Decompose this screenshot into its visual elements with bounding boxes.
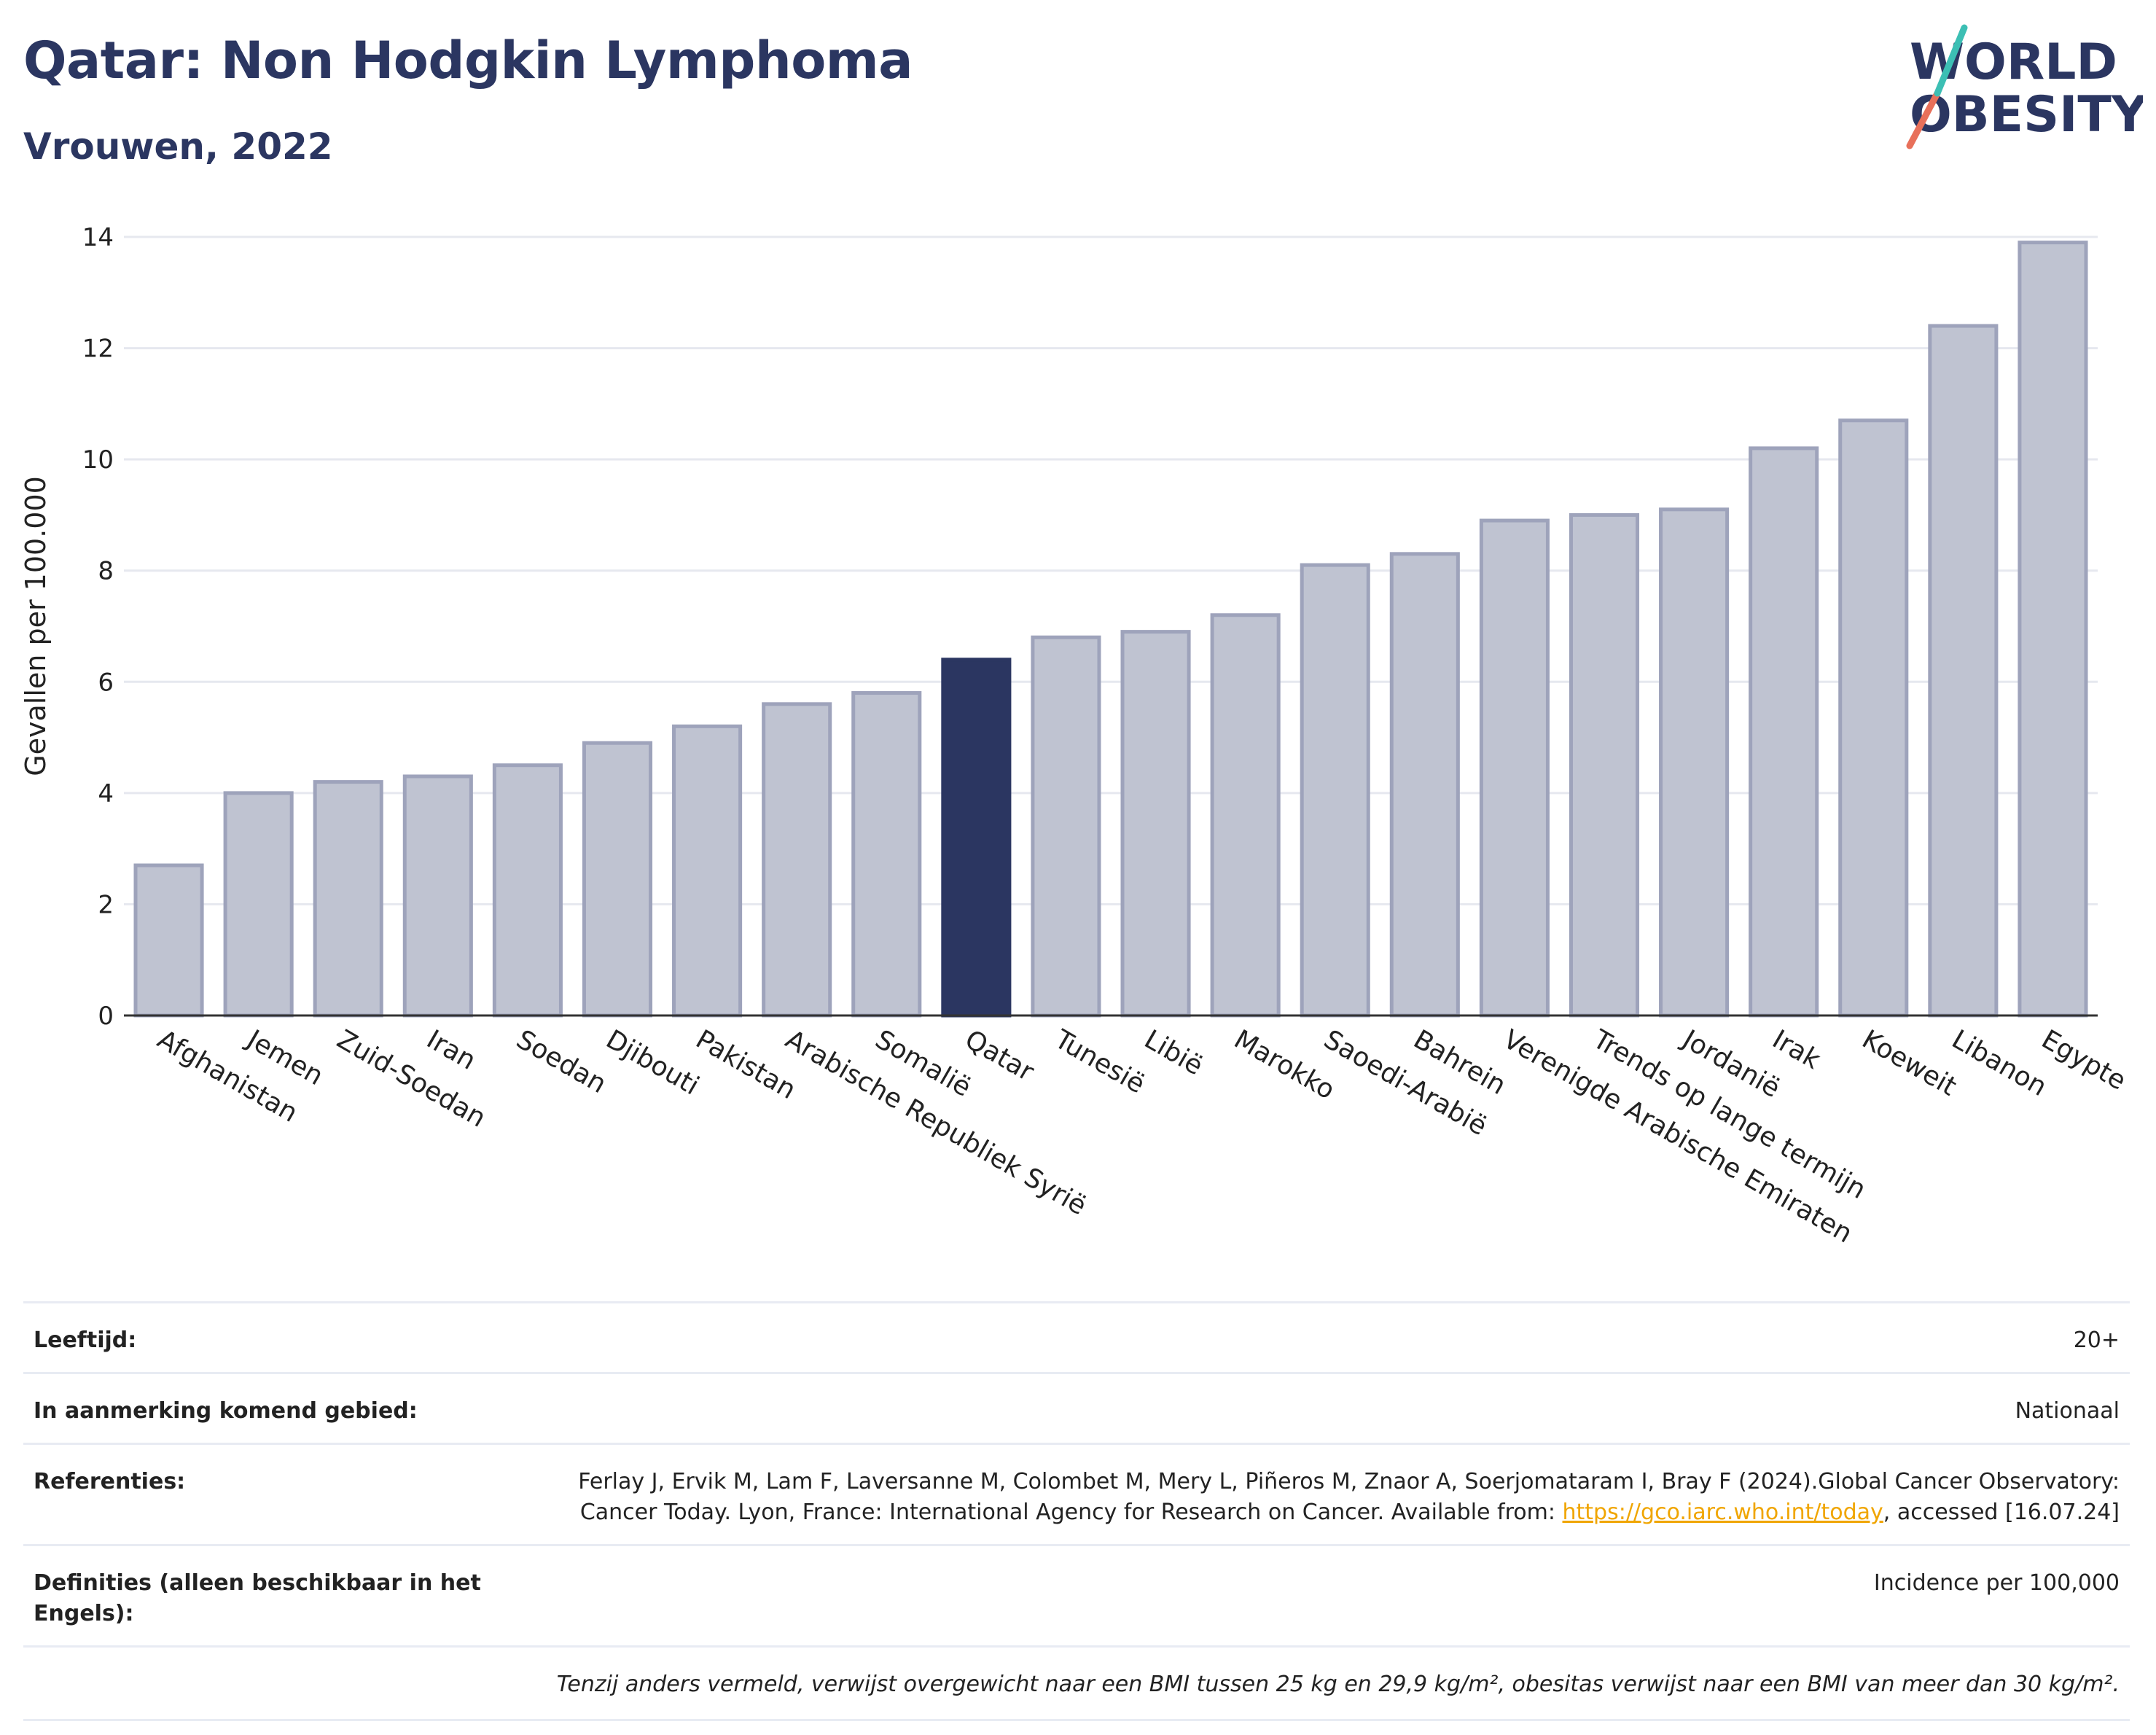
bar-koeweit	[1838, 418, 1909, 1018]
bars	[133, 241, 2088, 1018]
bar-saoedi-arabi-	[1300, 563, 1370, 1018]
y-tick-label: 4	[98, 779, 114, 808]
meta-key: Definities (alleen beschikbaar in het En…	[34, 1570, 481, 1626]
y-tick-label: 12	[82, 335, 114, 364]
y-tick-label: 8	[98, 557, 114, 586]
x-tick-label: Zuid-Soedan	[332, 1024, 491, 1134]
page-subtitle: Vrouwen, 2022	[23, 125, 333, 168]
y-tick-label: 0	[98, 1002, 114, 1031]
bar-afghanistan	[133, 863, 204, 1018]
x-tick-label: Koeweit	[1857, 1024, 1961, 1102]
bar-arabische-republiek-syri-	[762, 702, 832, 1018]
bar-qatar	[941, 658, 1012, 1018]
meta-key: Leeftijd:	[34, 1327, 137, 1353]
bar-tunesi-	[1031, 635, 1101, 1018]
bar-libi-	[1120, 630, 1191, 1018]
x-tick-label: Pakistan	[691, 1024, 801, 1105]
x-tick-label: Djibouti	[601, 1024, 704, 1101]
x-tick-label: Soedan	[511, 1024, 611, 1099]
bar-djibouti	[582, 741, 653, 1018]
y-tick-label: 14	[82, 223, 114, 252]
page-title: Qatar: Non Hodgkin Lymphoma	[23, 31, 913, 90]
y-tick-label: 6	[98, 668, 114, 697]
meta-value: Incidence per 100,000	[1873, 1570, 2120, 1596]
bar-marokko	[1210, 613, 1281, 1018]
meta-key: Referenties:	[34, 1469, 186, 1494]
footnote: Tenzij anders vermeld, verwijst overgewi…	[23, 1645, 2130, 1721]
meta-row-references: Referenties: Ferlay J, Ervik M, Lam F, L…	[23, 1443, 2130, 1544]
bar-iran	[402, 774, 473, 1018]
y-tick-labels: 0 2 4 6 8 10 12 14	[82, 223, 114, 1031]
x-tick-label: Libanon	[1947, 1024, 2052, 1102]
bar-jemen	[223, 791, 294, 1018]
bar-egypte	[2018, 241, 2088, 1018]
y-tick-label: 2	[98, 890, 114, 919]
meta-row-definitions: Definities (alleen beschikbaar in het En…	[23, 1544, 2130, 1645]
meta-row-age: Leeftijd: 20+	[23, 1301, 2130, 1372]
world-obesity-logo: WORLD OBESITY	[1906, 24, 2143, 149]
x-tick-label: Tunesië	[1049, 1024, 1149, 1100]
bar-pakistan	[672, 724, 743, 1018]
bar-verenigde-arabische-emiraten	[1479, 518, 1550, 1018]
y-axis-label: Gevallen per 100.000	[20, 476, 52, 776]
meta-value: 20+	[2073, 1327, 2120, 1353]
y-tick-label: 10	[82, 445, 114, 475]
meta-row-area: In aanmerking komend gebied: Nationaal	[23, 1372, 2130, 1443]
bar-irak	[1749, 446, 1819, 1018]
bar-soedan	[492, 763, 563, 1018]
x-tick-label: Marokko	[1229, 1024, 1340, 1105]
x-tick-label: Egypte	[2036, 1024, 2131, 1096]
svg-text:OBESITY: OBESITY	[1910, 86, 2143, 144]
bar-zuid-soedan	[313, 780, 383, 1018]
x-tick-label: Iran	[421, 1024, 480, 1076]
reference-text: Ferlay J, Ervik M, Lam F, Laversanne M, …	[578, 1469, 2120, 1525]
meta-key: In aanmerking komend gebied:	[34, 1398, 418, 1424]
bar-libanon	[1928, 324, 1999, 1018]
x-tick-label: Irak	[1768, 1024, 1826, 1075]
reference-link[interactable]: https://gco.iarc.who.int/today	[1562, 1500, 1883, 1525]
metadata-table: Leeftijd: 20+ In aanmerking komend gebie…	[23, 1301, 2130, 1721]
bar-somali-	[851, 691, 922, 1018]
reference-text-end: , accessed [16.07.24]	[1883, 1500, 2120, 1525]
bar-trends-op-lange-termijn	[1569, 512, 1640, 1018]
meta-value: Ferlay J, Ervik M, Lam F, Laversanne M, …	[552, 1467, 2120, 1528]
bar-bahrein	[1389, 552, 1460, 1018]
meta-value: Nationaal	[2015, 1398, 2120, 1424]
bar-jordani-	[1659, 507, 1730, 1018]
